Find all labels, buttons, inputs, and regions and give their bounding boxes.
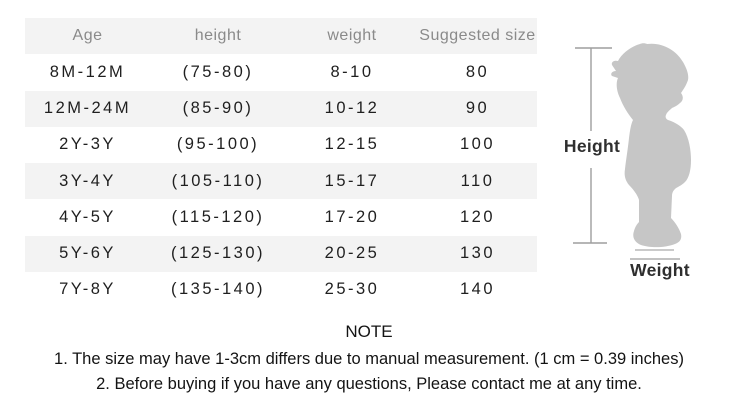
cell-age: 8M-12M <box>49 62 126 81</box>
cell-height: (95-100) <box>176 135 260 154</box>
table-header-row: Age height weight Suggested size <box>25 18 537 55</box>
column-header-height: height <box>194 27 242 45</box>
cell-weight: 10-12 <box>324 99 380 118</box>
measurement-figure-svg <box>573 43 691 260</box>
cell-suggested-size: 100 <box>459 135 496 154</box>
cell-height: (85-90) <box>182 99 254 118</box>
cell-weight: 17-20 <box>324 207 380 226</box>
cell-weight: 20-25 <box>324 244 380 263</box>
column-header-suggested-size: Suggested size <box>419 27 536 45</box>
note-section: NOTE 1. The size may have 1-3cm differs … <box>4 322 734 397</box>
cell-weight: 8-10 <box>330 62 374 81</box>
column-header-age: Age <box>72 27 103 45</box>
cell-weight: 15-17 <box>324 171 380 190</box>
weight-label: Weight <box>630 260 690 280</box>
cell-weight: 25-30 <box>324 280 380 299</box>
cell-weight: 12-15 <box>324 135 380 154</box>
cell-suggested-size: 80 <box>465 62 490 81</box>
table-row: 2Y-3Y (95-100) 12-15 100 <box>25 127 537 163</box>
cell-age: 5Y-6Y <box>59 244 116 263</box>
cell-age: 12M-24M <box>43 99 132 118</box>
measurement-figure: Height Weight <box>550 10 738 300</box>
child-silhouette-icon <box>611 43 691 248</box>
cell-suggested-size: 140 <box>459 280 496 299</box>
table-row: 3Y-4Y (105-110) 15-17 110 <box>25 163 537 200</box>
cell-suggested-size: 130 <box>459 244 496 263</box>
cell-suggested-size: 120 <box>459 207 496 226</box>
cell-height: (135-140) <box>170 280 266 299</box>
table-row: 5Y-6Y (125-130) 20-25 130 <box>25 235 537 272</box>
table-row: 8M-12M (75-80) 8-10 80 <box>25 54 537 90</box>
cell-height: (105-110) <box>171 171 265 190</box>
cell-height: (75-80) <box>182 62 254 81</box>
table-row: 12M-24M (85-90) 10-12 90 <box>25 90 537 127</box>
table-body: 8M-12M (75-80) 8-10 80 12M-24M (85-90) 1… <box>25 54 537 308</box>
cell-age: 7Y-8Y <box>59 280 116 299</box>
cell-age: 3Y-4Y <box>59 171 116 190</box>
table-row: 7Y-8Y (135-140) 25-30 140 <box>25 272 537 308</box>
size-table: Age height weight Suggested size 8M-12M … <box>25 18 537 308</box>
cell-age: 4Y-5Y <box>59 207 116 226</box>
cell-suggested-size: 110 <box>460 171 495 190</box>
cell-height: (125-130) <box>170 244 266 263</box>
column-header-weight: weight <box>327 27 377 45</box>
table-row: 4Y-5Y (115-120) 17-20 120 <box>25 199 537 235</box>
cell-age: 2Y-3Y <box>59 135 116 154</box>
note-line-1: 1. The size may have 1-3cm differs due t… <box>54 350 684 368</box>
cell-suggested-size: 90 <box>465 99 490 118</box>
height-label: Height <box>563 136 621 156</box>
cell-height: (115-120) <box>171 207 265 226</box>
note-title: NOTE <box>345 322 393 341</box>
note-line-2: 2. Before buying if you have any questio… <box>96 375 642 393</box>
